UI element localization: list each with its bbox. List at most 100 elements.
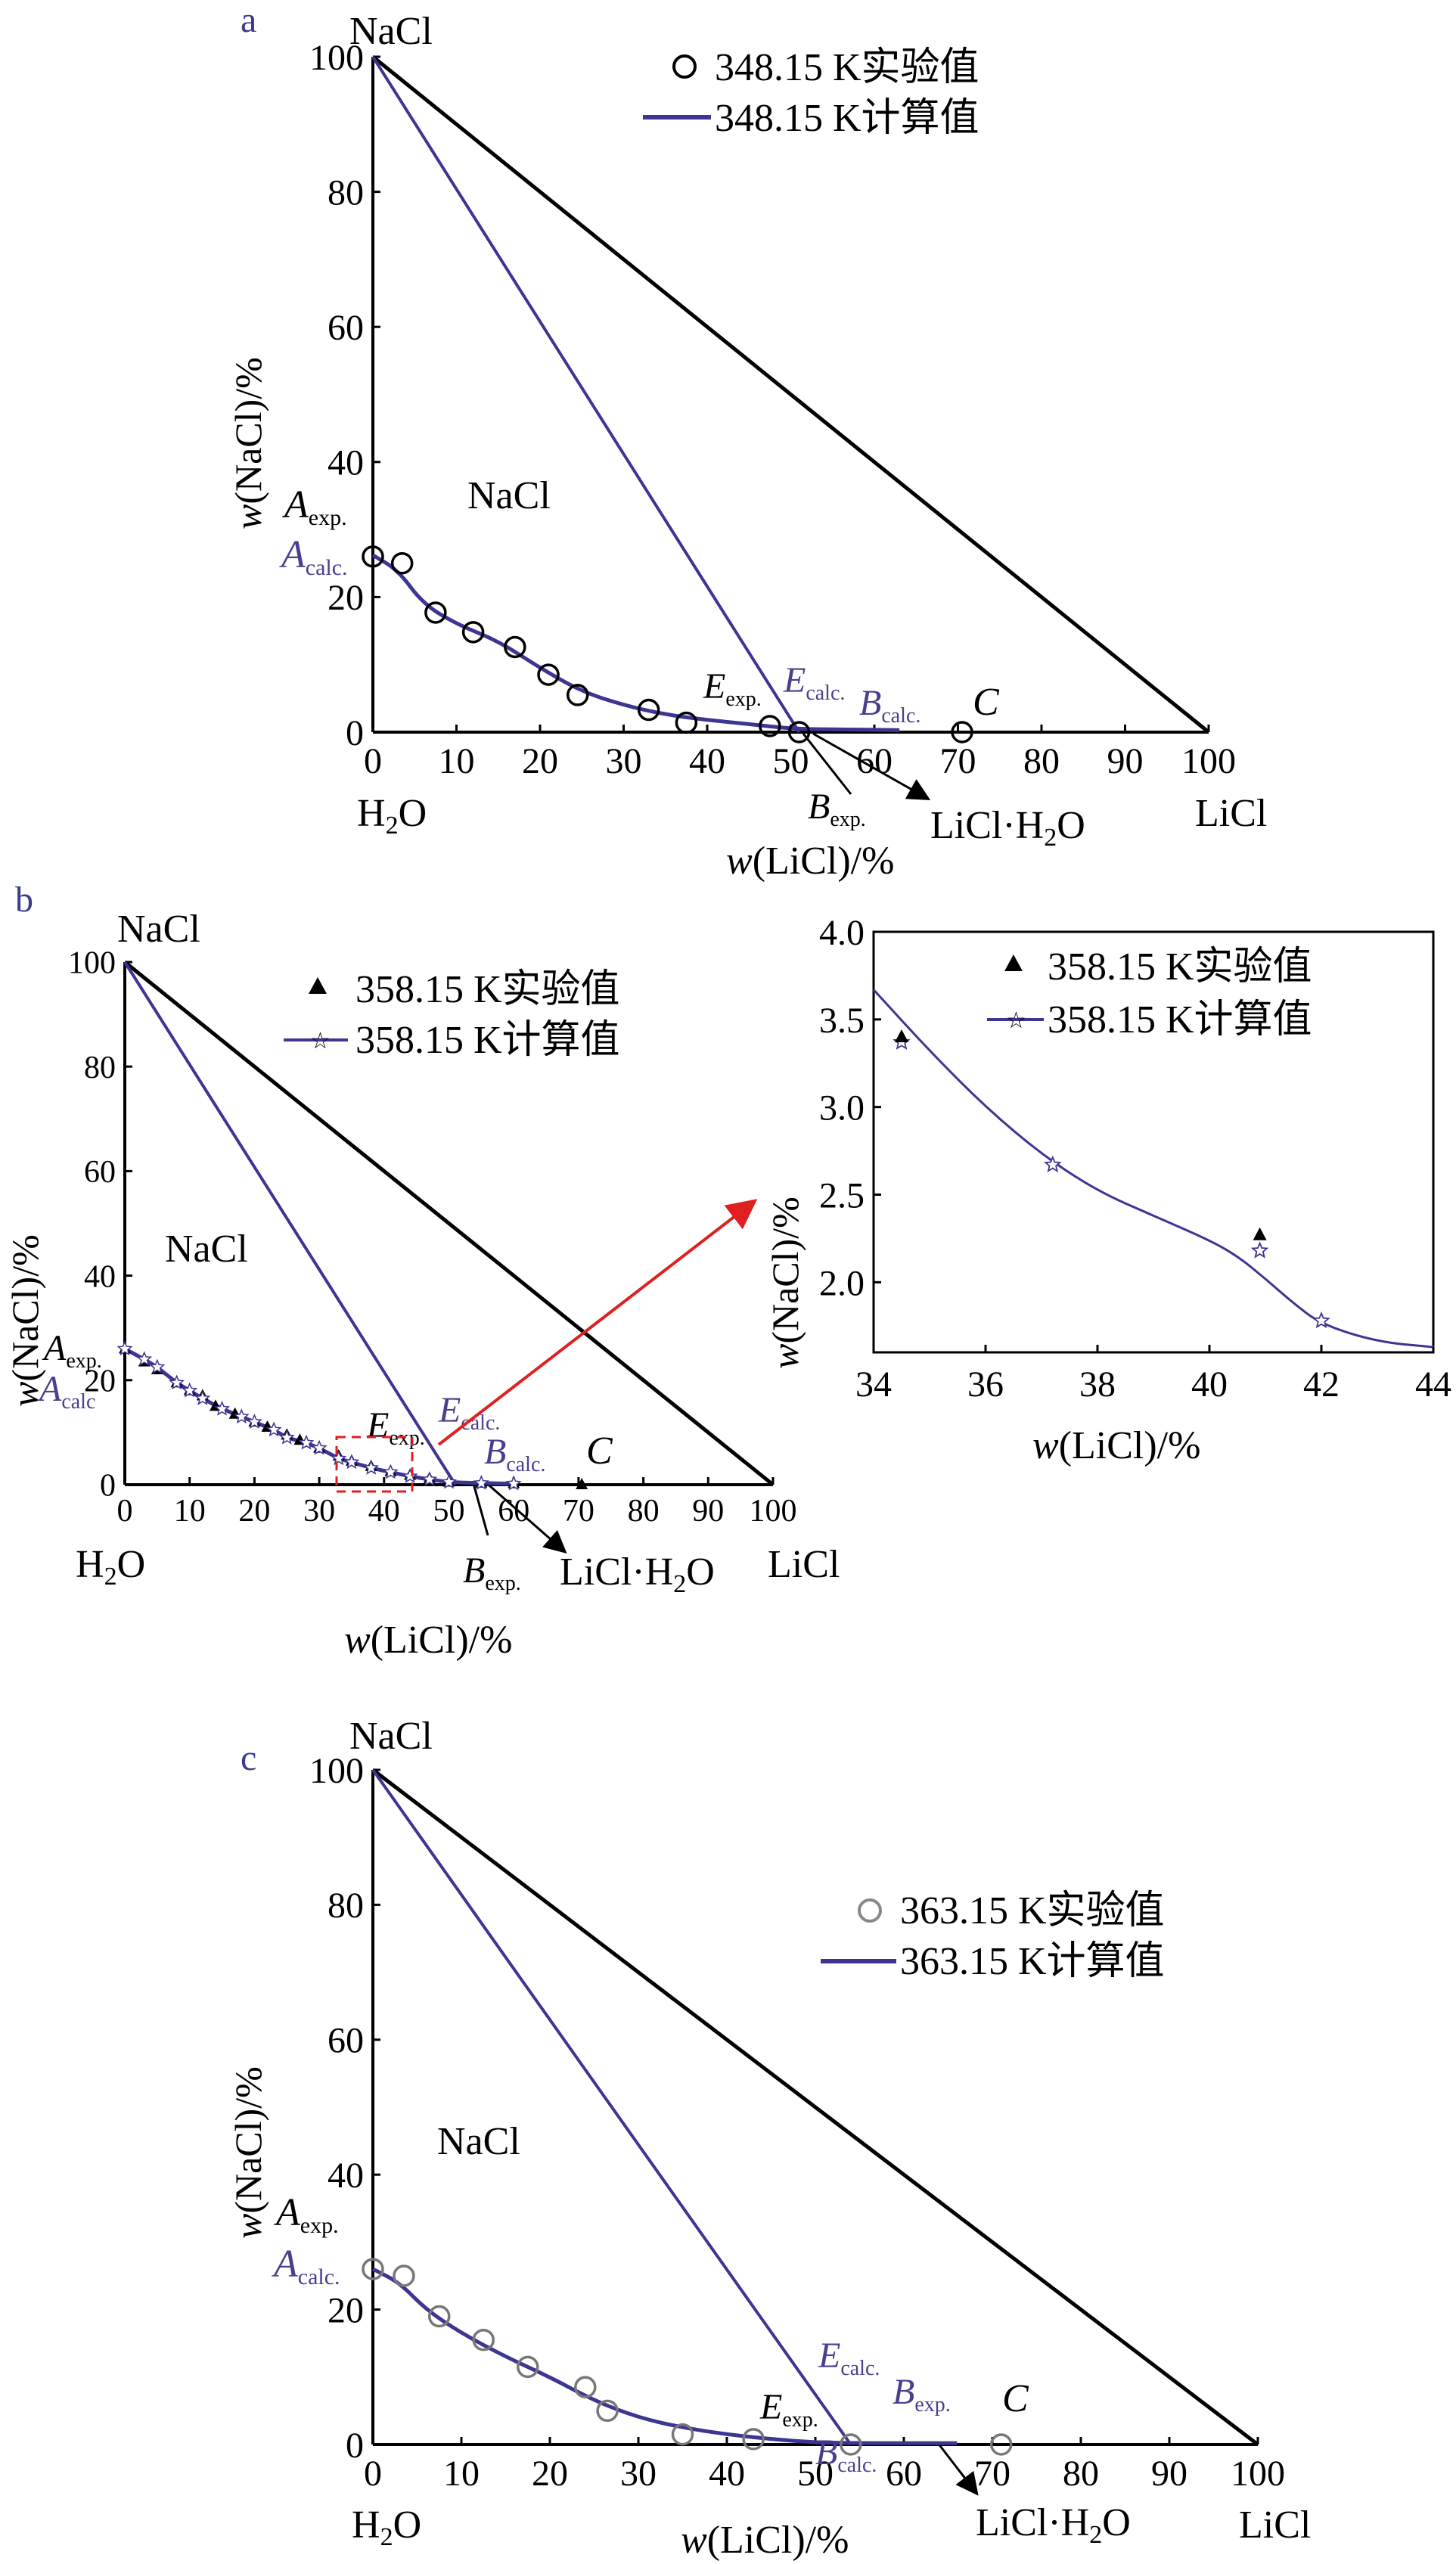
label-a-exp-c: Aexp.: [274, 2191, 339, 2238]
x-tick-label: 20: [238, 1494, 270, 1529]
hypotenuse-line: [371, 55, 1210, 734]
label-b-calc: Bcalc.: [859, 683, 920, 728]
y-tick-label: 40: [328, 2156, 364, 2196]
panel-a: a NaCl 0 10 20 30 40 50 60 70 80 90 10002040608010…: [227, 0, 1267, 883]
vertex-label-nacl-c: NaCl: [349, 1715, 433, 1758]
calc-point: [116, 1340, 133, 1356]
calc-point: [473, 1474, 489, 1490]
vertex-label-licl-c: LiCl: [1239, 2503, 1311, 2547]
x-tick-label: 50: [797, 2454, 834, 2494]
y-tick-label: 60: [84, 1155, 116, 1190]
hypotenuse-line: [123, 961, 775, 1486]
x-tick-label: 80: [1023, 741, 1060, 781]
inset-x-tick-label: 36: [967, 1364, 1004, 1405]
inset-calc-point: [1312, 1311, 1330, 1329]
calc-point: [233, 1408, 250, 1424]
tie-line-nacl: [123, 961, 457, 1486]
arrow-b-exp-a: [802, 733, 852, 795]
calc-point: [382, 1464, 399, 1479]
inset-legend-exp-label: 358.15 K实验值: [1048, 945, 1312, 989]
x-tick-label: 70: [940, 741, 976, 781]
y-tick-label: 80: [328, 1886, 364, 1926]
legend-exp-label-c: 363.15 K实验值: [900, 1889, 1165, 1932]
inset-x-tick-label: 40: [1191, 1364, 1228, 1405]
exp-point: [517, 2355, 539, 2379]
exp-point: [840, 2433, 862, 2456]
region-label-nacl-c: NaCl: [437, 2120, 520, 2163]
x-tick-label: 20: [522, 741, 558, 781]
x-tick-label: 100: [1231, 2454, 1285, 2494]
label-e-calc-c: Ecalc.: [818, 2336, 880, 2380]
label-e-calc: Ecalc.: [783, 660, 845, 705]
label-c-a: C: [973, 681, 1000, 724]
calc-point: [246, 1414, 262, 1429]
calc-point: [136, 1351, 153, 1366]
vertex-label-nacl: NaCl: [349, 10, 433, 53]
legend-exp-marker-b: [309, 977, 327, 994]
calc-point: [278, 1429, 295, 1445]
vertex-label-h2o-b: H2O: [76, 1543, 145, 1591]
label-b-exp: Bexp.: [808, 787, 866, 831]
hydrate-label-a: LiCl·H2O: [930, 804, 1085, 852]
x-axis-label-a: w(LiCl)/%: [726, 840, 894, 883]
legend-calc-label-a: 348.15 K计算值: [715, 97, 979, 140]
x-tick-label: 30: [606, 741, 642, 781]
inset-chart: 34 36 38 40 42 44 2.0 2.5 3.0 3.5 4.0: [819, 913, 1451, 1405]
label-a-exp-b: Aexp.: [42, 1328, 102, 1373]
calc-point: [214, 1400, 230, 1416]
calc-point: [363, 1459, 380, 1475]
vertex-label-licl: LiCl: [1195, 792, 1267, 835]
y-tick-label: 80: [84, 1051, 116, 1085]
exp-point: [504, 635, 526, 659]
inset-x-axis-label: w(LiCl)/%: [1032, 1424, 1200, 1467]
calc-point: [505, 1475, 522, 1491]
exp-point: [675, 711, 698, 734]
calc-point: [331, 1450, 347, 1466]
arrow-hydrate-b: [483, 1479, 567, 1554]
x-tick-label: 10: [443, 2454, 480, 2494]
inset-x-tick-label: 44: [1415, 1364, 1451, 1405]
exp-point: [637, 698, 660, 722]
y-tick-label: 60: [328, 308, 364, 348]
tie-line-nacl: [371, 1768, 852, 2446]
y-axis-label-c: w(NaCl)/%: [227, 2066, 269, 2239]
label-a-exp: Aexp.: [282, 483, 347, 530]
exp-point: [393, 2264, 415, 2287]
exp-point: [671, 2423, 694, 2446]
panel-letter-c: c: [241, 1738, 256, 1778]
legend-calc-label-b: 358.15 K计算值: [355, 1019, 620, 1062]
calc-point: [149, 1358, 166, 1374]
panel-letter-a: a: [241, 0, 256, 40]
calc-point: [441, 1473, 457, 1489]
x-tick-label: 70: [974, 2454, 1011, 2494]
x-tick-label: 10: [439, 741, 475, 781]
inset-legend-calc-star: ☆: [1006, 1008, 1026, 1033]
y-tick-label: 0: [346, 713, 364, 753]
exp-point: [759, 715, 781, 737]
exp-point: [787, 721, 811, 743]
arrow-hydrate-a: [812, 732, 931, 800]
y-tick-label: 100: [309, 38, 364, 78]
label-b-exp-b: Bexp.: [463, 1551, 521, 1595]
vertex-label-licl-b: LiCl: [768, 1543, 840, 1586]
exp-point: [989, 2433, 1013, 2456]
inset-y-tick-label: 3.0: [819, 1088, 865, 1128]
y-tick-label: 100: [309, 1751, 364, 1791]
label-a-calc-c: Acalc.: [272, 2243, 340, 2289]
y-tick-label: 0: [346, 2426, 364, 2466]
exp-point: [576, 1478, 588, 1489]
triangle-axes-b: 0 10 20 30 40 50 60 70 80 90 100 0 20 40 60 80 100: [68, 946, 797, 1529]
exp-point: [596, 2399, 619, 2423]
x-tick-label: 0: [117, 1494, 133, 1529]
inset-calc-point: [1044, 1155, 1062, 1173]
calc-series-line: [371, 553, 900, 732]
label-e-exp-c: Eexp.: [759, 2387, 818, 2432]
inset-y-tick-label: 3.5: [819, 1001, 865, 1041]
x-tick-label: 100: [750, 1494, 797, 1529]
calc-point: [194, 1390, 211, 1405]
x-tick-label: 90: [1107, 741, 1144, 781]
exp-point: [390, 552, 414, 575]
legend-exp-marker-c: [858, 1898, 882, 1923]
